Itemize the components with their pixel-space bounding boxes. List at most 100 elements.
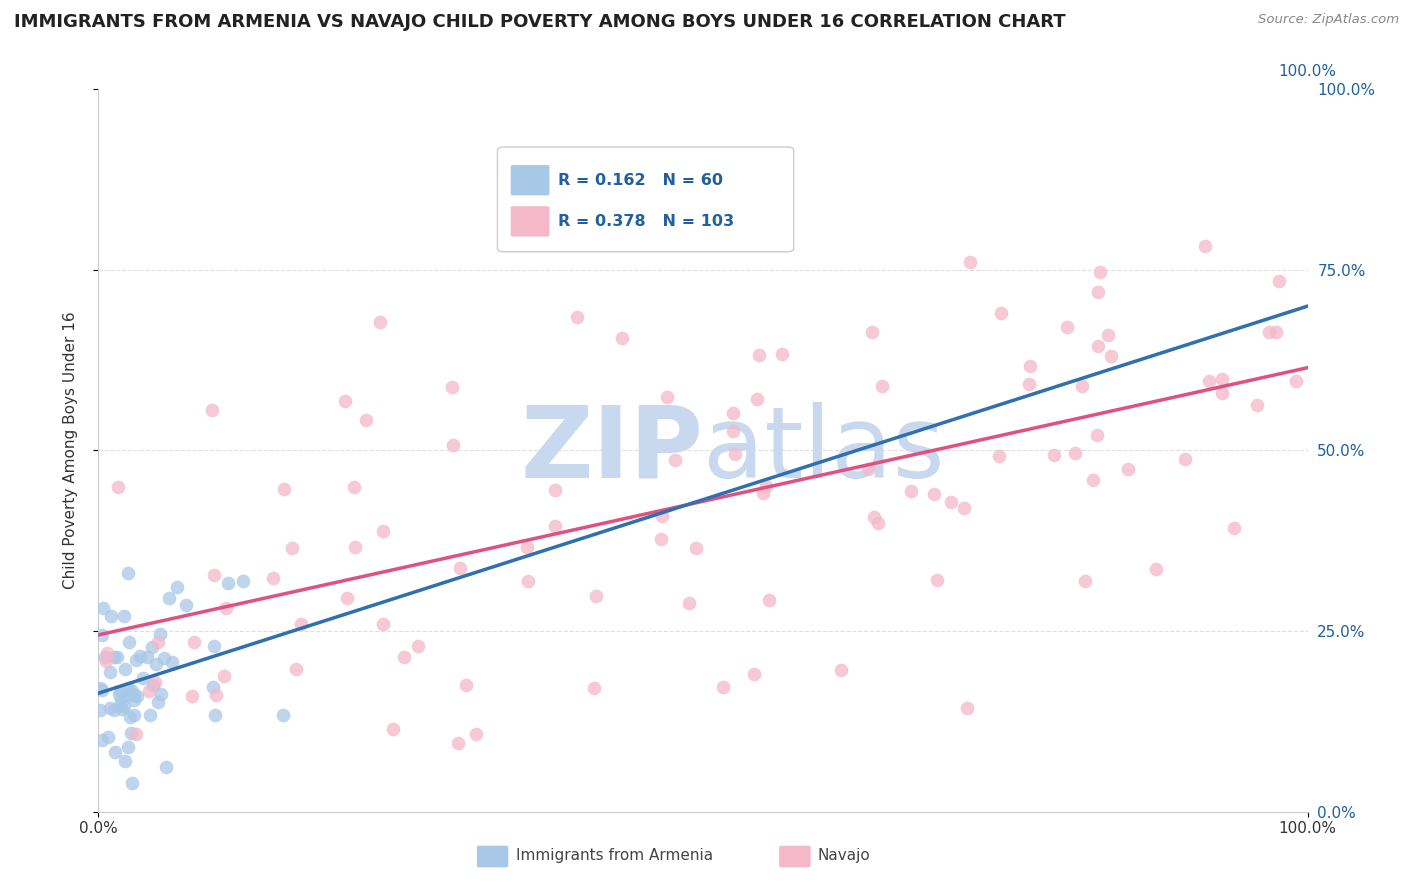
Point <box>103 703 125 717</box>
Point <box>454 678 477 692</box>
Point <box>1258 326 1281 340</box>
Point <box>610 331 633 345</box>
Point <box>112 609 135 624</box>
Point <box>900 483 922 498</box>
Point <box>721 406 744 420</box>
Point <box>110 702 132 716</box>
Point <box>516 540 538 554</box>
Point <box>107 480 129 494</box>
Point <box>183 634 205 648</box>
Point <box>953 501 976 516</box>
Point <box>748 348 770 362</box>
Point <box>138 684 160 698</box>
Point <box>830 663 852 677</box>
Point <box>110 685 132 699</box>
Point <box>98 701 121 715</box>
Point <box>721 425 744 439</box>
Point <box>166 580 188 594</box>
Point <box>711 680 734 694</box>
Text: Navajo: Navajo <box>818 848 870 863</box>
FancyBboxPatch shape <box>510 165 550 195</box>
Point <box>115 688 138 702</box>
Point <box>664 453 686 467</box>
Point <box>212 668 235 682</box>
Point <box>1056 320 1078 334</box>
Point <box>392 650 415 665</box>
Point <box>118 710 141 724</box>
Point <box>1223 521 1246 535</box>
FancyBboxPatch shape <box>779 846 811 867</box>
Text: Immigrants from Armenia: Immigrants from Armenia <box>516 848 713 863</box>
Point <box>565 310 588 325</box>
Point <box>121 776 143 790</box>
Point <box>1081 473 1104 487</box>
Point <box>136 650 159 665</box>
Point <box>139 708 162 723</box>
Point <box>142 678 165 692</box>
Point <box>356 412 378 426</box>
Point <box>1211 385 1233 400</box>
Point <box>128 649 150 664</box>
Point <box>863 509 886 524</box>
Point <box>583 681 606 696</box>
Point <box>91 600 114 615</box>
Point <box>125 726 148 740</box>
Point <box>157 591 180 606</box>
Point <box>204 639 226 653</box>
Point <box>343 540 366 554</box>
Point <box>152 651 174 665</box>
Point <box>1099 350 1122 364</box>
Point <box>201 680 224 694</box>
Point <box>1268 274 1291 288</box>
Point <box>89 703 111 717</box>
Point <box>868 516 890 530</box>
Text: atlas: atlas <box>703 402 945 499</box>
Point <box>1265 325 1288 339</box>
Point <box>104 745 127 759</box>
Text: ZIP: ZIP <box>520 402 703 499</box>
Point <box>336 591 359 605</box>
Point <box>149 627 172 641</box>
Point <box>132 671 155 685</box>
Point <box>678 596 700 610</box>
Point <box>273 482 295 496</box>
Point <box>1198 375 1220 389</box>
Point <box>1097 327 1119 342</box>
Point <box>105 650 128 665</box>
Point <box>160 655 183 669</box>
Point <box>856 462 879 476</box>
Point <box>1085 427 1108 442</box>
Point <box>755 479 778 493</box>
Point <box>1043 448 1066 462</box>
Point <box>176 598 198 612</box>
Point <box>112 698 135 713</box>
Point <box>941 495 963 509</box>
Point <box>117 681 139 696</box>
Point <box>371 617 394 632</box>
Point <box>149 687 172 701</box>
Point <box>91 682 114 697</box>
Point <box>1116 462 1139 476</box>
Point <box>441 437 464 451</box>
Point <box>922 487 945 501</box>
Point <box>122 707 145 722</box>
Point <box>110 698 132 712</box>
Point <box>117 566 139 581</box>
Point <box>927 574 949 588</box>
Point <box>271 708 294 723</box>
Point <box>1074 574 1097 589</box>
Point <box>98 665 121 679</box>
Point <box>544 518 567 533</box>
Point <box>742 666 765 681</box>
FancyBboxPatch shape <box>510 206 550 236</box>
Point <box>91 628 114 642</box>
Point <box>447 735 470 749</box>
Point <box>651 508 673 523</box>
Point <box>368 315 391 329</box>
FancyBboxPatch shape <box>498 147 793 252</box>
Y-axis label: Child Poverty Among Boys Under 16: Child Poverty Among Boys Under 16 <box>63 311 77 590</box>
Point <box>870 379 893 393</box>
Point <box>124 693 146 707</box>
Point <box>114 662 136 676</box>
Point <box>204 708 226 723</box>
